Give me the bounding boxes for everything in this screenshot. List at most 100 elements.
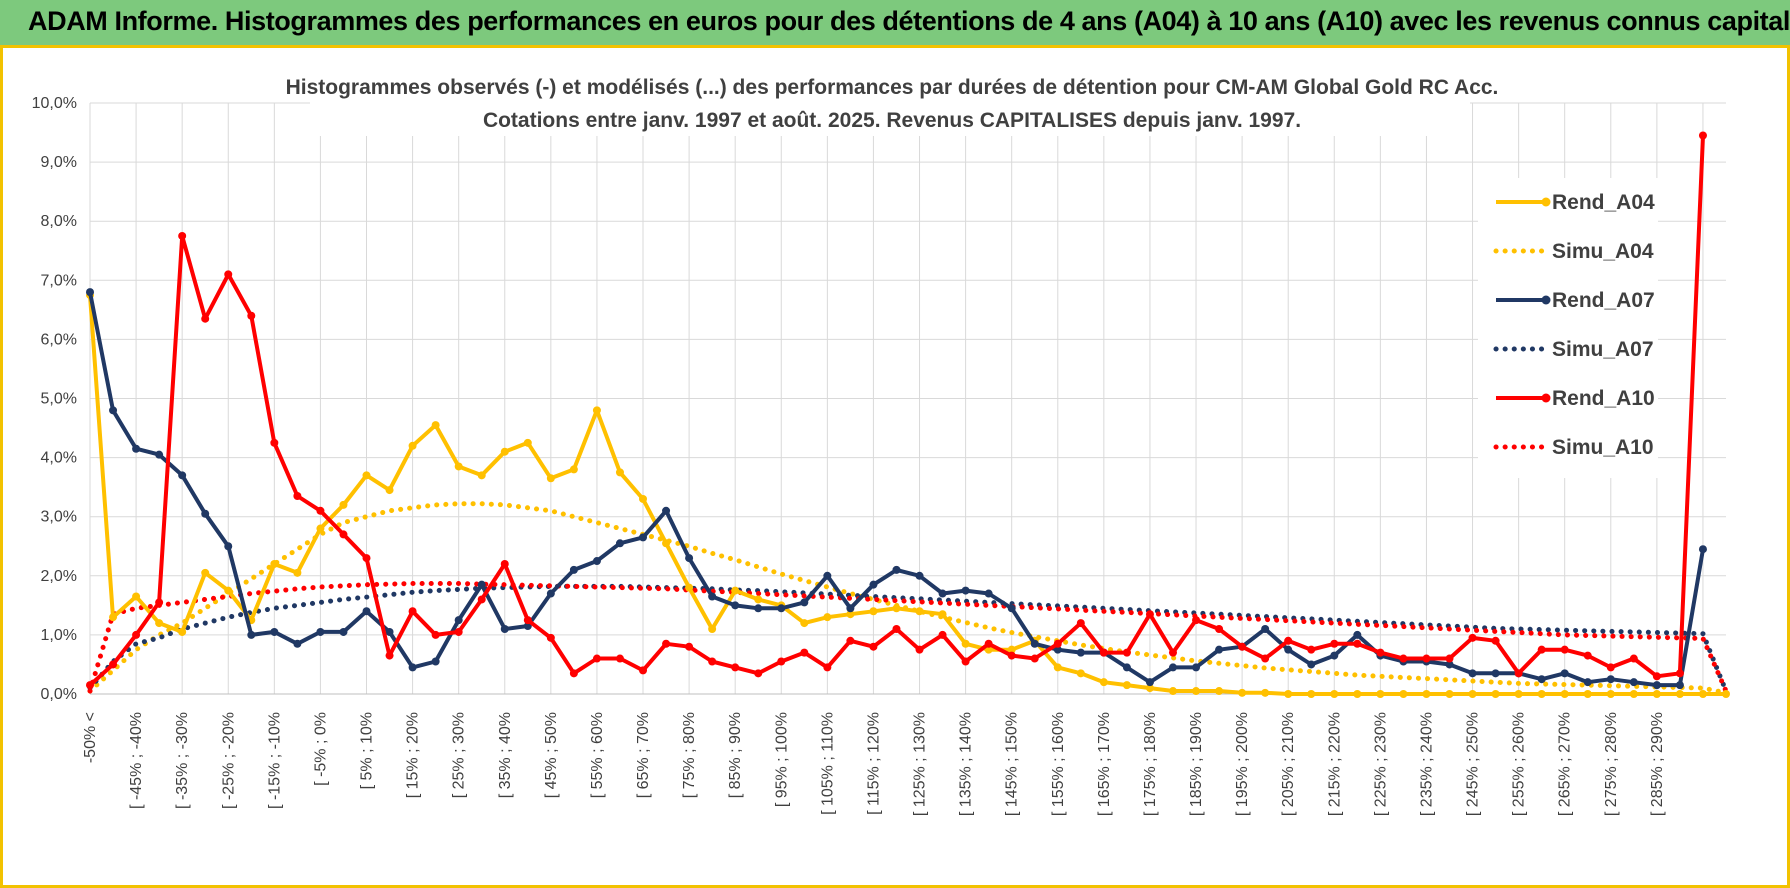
data-point — [270, 559, 279, 568]
data-point — [639, 533, 648, 542]
x-tick-label: [ 165% ; 170% — [1096, 712, 1113, 816]
data-point — [1514, 690, 1523, 698]
series-Simu_A04 — [87, 501, 1729, 696]
chart-title-background — [310, 70, 1470, 136]
legend-label: Simu_A04 — [1552, 240, 1654, 263]
x-tick-label: [ 175% ; 180% — [1142, 712, 1159, 816]
data-point — [408, 441, 417, 450]
x-tick-label: [ 105% ; 110% — [819, 712, 836, 815]
data-point — [731, 663, 740, 672]
data-point — [431, 421, 440, 430]
x-tick-label: [ 155% ; 160% — [1050, 712, 1067, 816]
data-point — [754, 604, 763, 613]
data-point — [178, 627, 187, 636]
data-point — [546, 589, 555, 598]
data-point — [1445, 660, 1454, 669]
legend-label: Simu_A07 — [1552, 338, 1654, 361]
data-point — [1261, 688, 1270, 697]
data-point — [569, 669, 578, 678]
legend-label: Rend_A07 — [1552, 289, 1655, 312]
data-point — [1099, 678, 1108, 687]
legend-marker — [1541, 197, 1551, 207]
data-point — [662, 506, 671, 515]
data-point — [1076, 648, 1085, 657]
data-point — [777, 657, 786, 666]
data-point — [385, 627, 394, 636]
data-point — [1698, 690, 1707, 698]
data-point — [708, 624, 717, 633]
data-point — [132, 630, 141, 639]
data-point — [892, 604, 901, 613]
data-point — [270, 627, 279, 636]
data-point — [1376, 648, 1385, 657]
data-point — [362, 607, 371, 616]
data-point — [109, 660, 118, 669]
x-tick-label: [ 235% ; 240% — [1418, 712, 1435, 816]
data-point — [984, 639, 993, 648]
data-point — [408, 607, 417, 616]
data-point — [1445, 690, 1454, 698]
data-point — [1583, 651, 1592, 660]
chart-title-line-1: Histogrammes observés (-) et modélisés (… — [286, 76, 1499, 99]
data-point — [224, 586, 233, 595]
data-point — [1606, 690, 1615, 698]
x-tick-label: [ -15% ; -10% — [266, 712, 283, 809]
data-point — [1261, 654, 1270, 663]
data-point — [362, 554, 371, 563]
data-point — [1099, 648, 1108, 657]
chart-frame — [0, 48, 1790, 888]
data-point — [1468, 669, 1477, 678]
data-point — [1422, 690, 1431, 698]
data-point — [1261, 624, 1270, 633]
series-Rend_A10 — [86, 131, 1707, 690]
data-point — [569, 465, 578, 474]
data-point — [800, 619, 809, 628]
data-point — [915, 645, 924, 654]
data-point — [1675, 681, 1684, 690]
data-point — [846, 610, 855, 619]
data-point — [224, 542, 233, 551]
data-point — [385, 486, 394, 495]
legend-label: Simu_A10 — [1552, 436, 1654, 459]
data-point — [592, 406, 601, 415]
x-tick-label: [ 275% ; 280% — [1603, 712, 1620, 816]
data-point — [1307, 645, 1316, 654]
data-point — [823, 663, 832, 672]
data-point — [201, 568, 210, 577]
data-point — [1629, 678, 1638, 687]
data-point — [1215, 645, 1224, 654]
data-point — [293, 568, 302, 577]
data-point — [685, 642, 694, 651]
data-point — [869, 642, 878, 651]
data-point — [1560, 690, 1569, 698]
data-point — [1353, 690, 1362, 698]
data-point — [1145, 678, 1154, 687]
chart-title-line-2: Cotations entre janv. 1997 et août. 2025… — [483, 109, 1301, 132]
data-point — [132, 444, 141, 453]
data-point — [592, 557, 601, 566]
data-point — [938, 630, 947, 639]
data-point — [1468, 633, 1477, 642]
x-tick-label: [ 205% ; 210% — [1280, 712, 1297, 816]
data-point — [1238, 642, 1247, 651]
data-point — [247, 630, 256, 639]
data-point — [1122, 681, 1131, 690]
data-point — [1307, 660, 1316, 669]
data-point — [823, 571, 832, 580]
data-point — [155, 598, 164, 607]
data-point — [1468, 690, 1477, 698]
data-point — [915, 607, 924, 616]
data-point — [685, 583, 694, 592]
y-tick-label: 3,0% — [41, 509, 77, 526]
data-point — [178, 231, 187, 240]
data-point — [1560, 669, 1569, 678]
legend-entry: Simu_A07 — [1493, 338, 1654, 361]
data-point — [316, 524, 325, 533]
data-point — [454, 627, 463, 636]
data-point — [109, 406, 118, 415]
data-point — [869, 580, 878, 589]
data-point — [178, 471, 187, 480]
data-point — [731, 601, 740, 610]
data-point — [132, 592, 141, 601]
data-point — [1284, 636, 1293, 645]
